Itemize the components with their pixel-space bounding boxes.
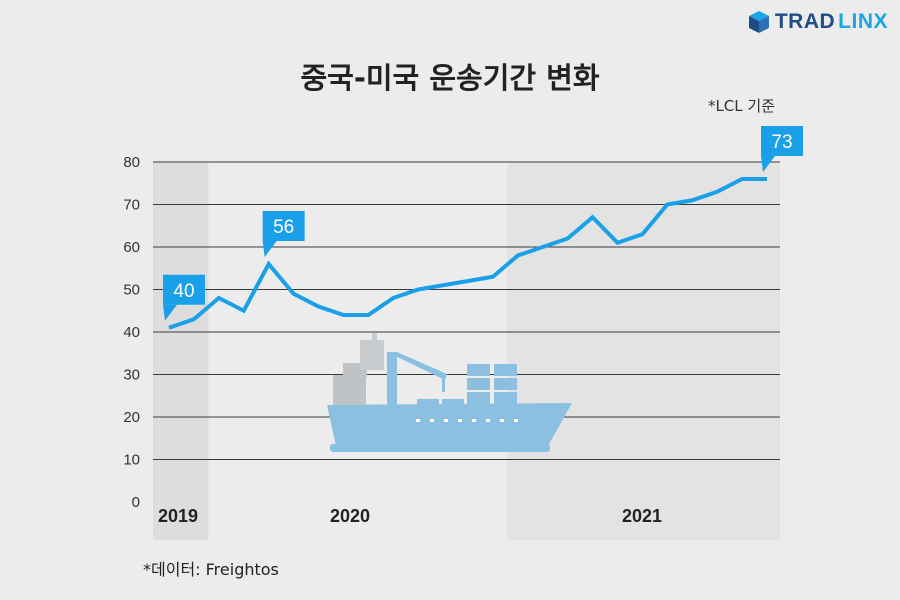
source-note: *데이터: Freightos	[143, 560, 279, 579]
year-label-2019: 2019	[158, 506, 198, 526]
year-label-2020: 2020	[330, 506, 370, 526]
cube-icon	[748, 11, 769, 33]
callout-pointer	[163, 304, 177, 321]
y-tick-label: 0	[132, 494, 140, 511]
callout-label: 73	[771, 132, 792, 153]
cargo-ship-icon	[327, 333, 572, 452]
year-labels: 2019 2020 2021	[158, 506, 662, 526]
brand-name-part1: TRAD	[774, 10, 836, 33]
callout-label: 56	[273, 217, 294, 238]
series-layer	[168, 177, 768, 330]
brand-name-part2: LINX	[838, 10, 888, 33]
y-tick-label: 70	[123, 197, 140, 214]
y-tick-label: 80	[123, 154, 140, 171]
brand-logo: TRAD LINX	[747, 10, 888, 34]
y-axis: 0 10 20 30 40 50 60 70 80	[123, 154, 140, 511]
y-tick-label: 50	[123, 282, 140, 299]
y-tick-label: 40	[123, 324, 140, 341]
basis-note: *LCL 기준	[707, 97, 775, 115]
year-band-2021	[507, 162, 780, 540]
year-bands	[153, 162, 780, 540]
chart-title: 중국-미국 운송기간 변화	[300, 61, 600, 95]
callout-layer: 40 56 73	[163, 126, 803, 321]
year-label-2021: 2021	[622, 506, 662, 526]
y-tick-label: 20	[123, 409, 140, 426]
year-band-2019	[153, 162, 209, 540]
callout-box	[761, 126, 803, 156]
y-tick-label: 10	[123, 452, 140, 469]
callout-label: 40	[173, 281, 194, 302]
callout-pointer	[761, 156, 775, 172]
callout-box	[163, 274, 205, 305]
callout-box	[262, 211, 305, 241]
callout-pointer	[262, 241, 277, 257]
y-tick-label: 30	[123, 367, 140, 384]
y-tick-label: 60	[123, 239, 140, 256]
